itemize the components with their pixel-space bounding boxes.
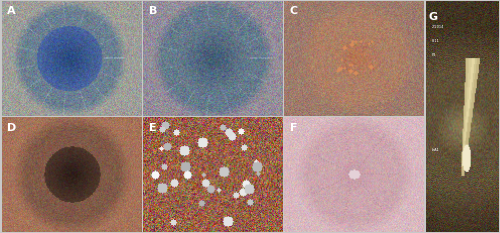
Text: C: C [290,7,298,17]
Text: 2/2014: 2/2014 [432,25,444,30]
Text: D: D [7,123,16,133]
Text: A: A [7,7,16,17]
Text: 8:11: 8:11 [432,39,440,43]
Text: E: E [148,123,156,133]
Text: P3: P3 [432,53,436,57]
Text: B: B [148,7,157,17]
Text: IeA1: IeA1 [432,148,440,152]
Text: G: G [428,12,438,22]
Text: F: F [290,123,298,133]
